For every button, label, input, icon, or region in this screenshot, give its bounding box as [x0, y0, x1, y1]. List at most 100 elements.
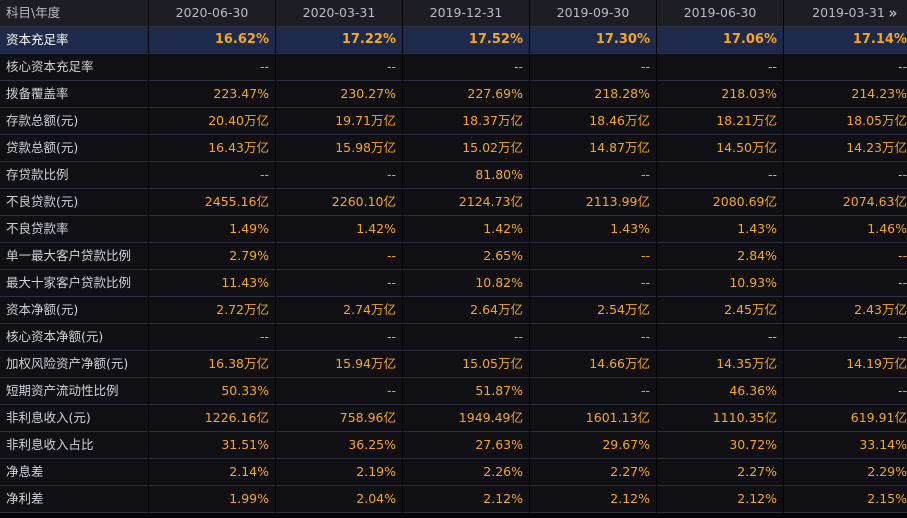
- table-cell: 2.04%: [276, 486, 402, 513]
- table-cell: 10.93%: [657, 270, 783, 297]
- table-cell: 1949.49亿: [403, 405, 529, 432]
- table-cell: --: [149, 324, 275, 351]
- table-cell: 19.71万亿: [276, 108, 402, 135]
- table-cell: 36.25%: [276, 432, 402, 459]
- row-label[interactable]: 核心资本充足率: [0, 54, 148, 81]
- table-cell: 1.42%: [276, 216, 402, 243]
- table-cell: 18.05万亿: [784, 108, 907, 135]
- table-cell: 1226.16亿: [149, 405, 275, 432]
- table-cell: 20.40万亿: [149, 108, 275, 135]
- date-column-header[interactable]: 2019-06-30: [657, 0, 783, 27]
- table-cell: 33.14%: [784, 432, 907, 459]
- table-cell: 14.35万亿: [657, 351, 783, 378]
- date-column-header[interactable]: 2020-03-31: [276, 0, 402, 27]
- table-cell: --: [657, 162, 783, 189]
- table-cell: 15.02万亿: [403, 135, 529, 162]
- table-cell: 18.21万亿: [657, 108, 783, 135]
- table-cell: 17.52%: [403, 27, 529, 54]
- table-cell: --: [530, 54, 656, 81]
- table-cell: 15.94万亿: [276, 351, 402, 378]
- table-cell: 2.79%: [149, 243, 275, 270]
- table-cell: 1.49%: [149, 216, 275, 243]
- table-cell: --: [530, 270, 656, 297]
- table-cell: --: [530, 378, 656, 405]
- table-cell: 2.26%: [403, 459, 529, 486]
- table-cell: 17.30%: [530, 27, 656, 54]
- table-cell: 1110.35亿: [657, 405, 783, 432]
- table-cell: 2.29%: [784, 459, 907, 486]
- table-cell: 218.03%: [657, 81, 783, 108]
- table-cell: 2.45万亿: [657, 297, 783, 324]
- table-cell: 2113.99亿: [530, 189, 656, 216]
- row-label[interactable]: 非利息收入(元): [0, 405, 148, 432]
- table-cell: 2.74万亿: [276, 297, 402, 324]
- row-label[interactable]: 净利差: [0, 486, 148, 513]
- table-cell: 1.43%: [657, 216, 783, 243]
- date-column-header[interactable]: 2019-12-31: [403, 0, 529, 27]
- table-cell: 50.33%: [149, 378, 275, 405]
- table-cell: 1.46%: [784, 216, 907, 243]
- table-cell: 2.43万亿: [784, 297, 907, 324]
- row-label[interactable]: 存款总额(元): [0, 108, 148, 135]
- table-cell: 14.87万亿: [530, 135, 656, 162]
- table-cell: 46.36%: [657, 378, 783, 405]
- row-label[interactable]: 存贷款比例: [0, 162, 148, 189]
- date-column-header[interactable]: 2020-06-30: [149, 0, 275, 27]
- table-cell: 27.63%: [403, 432, 529, 459]
- corner-header: 科目\年度: [0, 0, 148, 27]
- table-cell: 223.47%: [149, 81, 275, 108]
- row-label[interactable]: 加权风险资产净额(元): [0, 351, 148, 378]
- table-cell: 18.37万亿: [403, 108, 529, 135]
- table-cell: --: [784, 243, 907, 270]
- row-label[interactable]: 核心资本净额(元): [0, 324, 148, 351]
- table-cell: 16.62%: [149, 27, 275, 54]
- table-cell: 2.84%: [657, 243, 783, 270]
- table-cell: 15.98万亿: [276, 135, 402, 162]
- row-label[interactable]: 不良贷款率: [0, 216, 148, 243]
- table-cell: --: [276, 54, 402, 81]
- table-cell: 2124.73亿: [403, 189, 529, 216]
- table-cell: 31.51%: [149, 432, 275, 459]
- table-cell: 2.54万亿: [530, 297, 656, 324]
- table-cell: --: [530, 324, 656, 351]
- row-label[interactable]: 净息差: [0, 459, 148, 486]
- table-cell: --: [784, 378, 907, 405]
- table-cell: 230.27%: [276, 81, 402, 108]
- table-cell: 1601.13亿: [530, 405, 656, 432]
- table-cell: 1.43%: [530, 216, 656, 243]
- table-cell: 2.14%: [149, 459, 275, 486]
- row-label[interactable]: 资本充足率: [0, 27, 148, 54]
- table-cell: --: [784, 162, 907, 189]
- row-label[interactable]: 单一最大客户贷款比例: [0, 243, 148, 270]
- table-cell: --: [149, 54, 275, 81]
- table-cell: 2455.16亿: [149, 189, 275, 216]
- table-cell: --: [276, 162, 402, 189]
- table-cell: --: [657, 324, 783, 351]
- table-cell: 2.12%: [403, 486, 529, 513]
- table-cell: 16.43万亿: [149, 135, 275, 162]
- table-cell: 14.66万亿: [530, 351, 656, 378]
- table-cell: 17.14%: [784, 27, 907, 54]
- row-label[interactable]: 贷款总额(元): [0, 135, 148, 162]
- table-cell: --: [276, 324, 402, 351]
- row-label[interactable]: 短期资产流动性比例: [0, 378, 148, 405]
- table-cell: 2.65%: [403, 243, 529, 270]
- table-cell: 51.87%: [403, 378, 529, 405]
- row-label[interactable]: 非利息收入占比: [0, 432, 148, 459]
- row-label[interactable]: 不良贷款(元): [0, 189, 148, 216]
- more-columns-icon[interactable]: »: [885, 2, 901, 24]
- row-label[interactable]: 资本净额(元): [0, 297, 148, 324]
- table-cell: 227.69%: [403, 81, 529, 108]
- table-cell: --: [530, 162, 656, 189]
- table-cell: --: [784, 54, 907, 81]
- date-column-header[interactable]: 2019-09-30: [530, 0, 656, 27]
- table-cell: --: [657, 54, 783, 81]
- table-cell: 2080.69亿: [657, 189, 783, 216]
- table-cell: 11.43%: [149, 270, 275, 297]
- row-label[interactable]: 最大十家客户贷款比例: [0, 270, 148, 297]
- table-cell: 16.38万亿: [149, 351, 275, 378]
- row-label[interactable]: 拨备覆盖率: [0, 81, 148, 108]
- table-cell: 2.72万亿: [149, 297, 275, 324]
- table-cell: 2.19%: [276, 459, 402, 486]
- table-cell: --: [784, 270, 907, 297]
